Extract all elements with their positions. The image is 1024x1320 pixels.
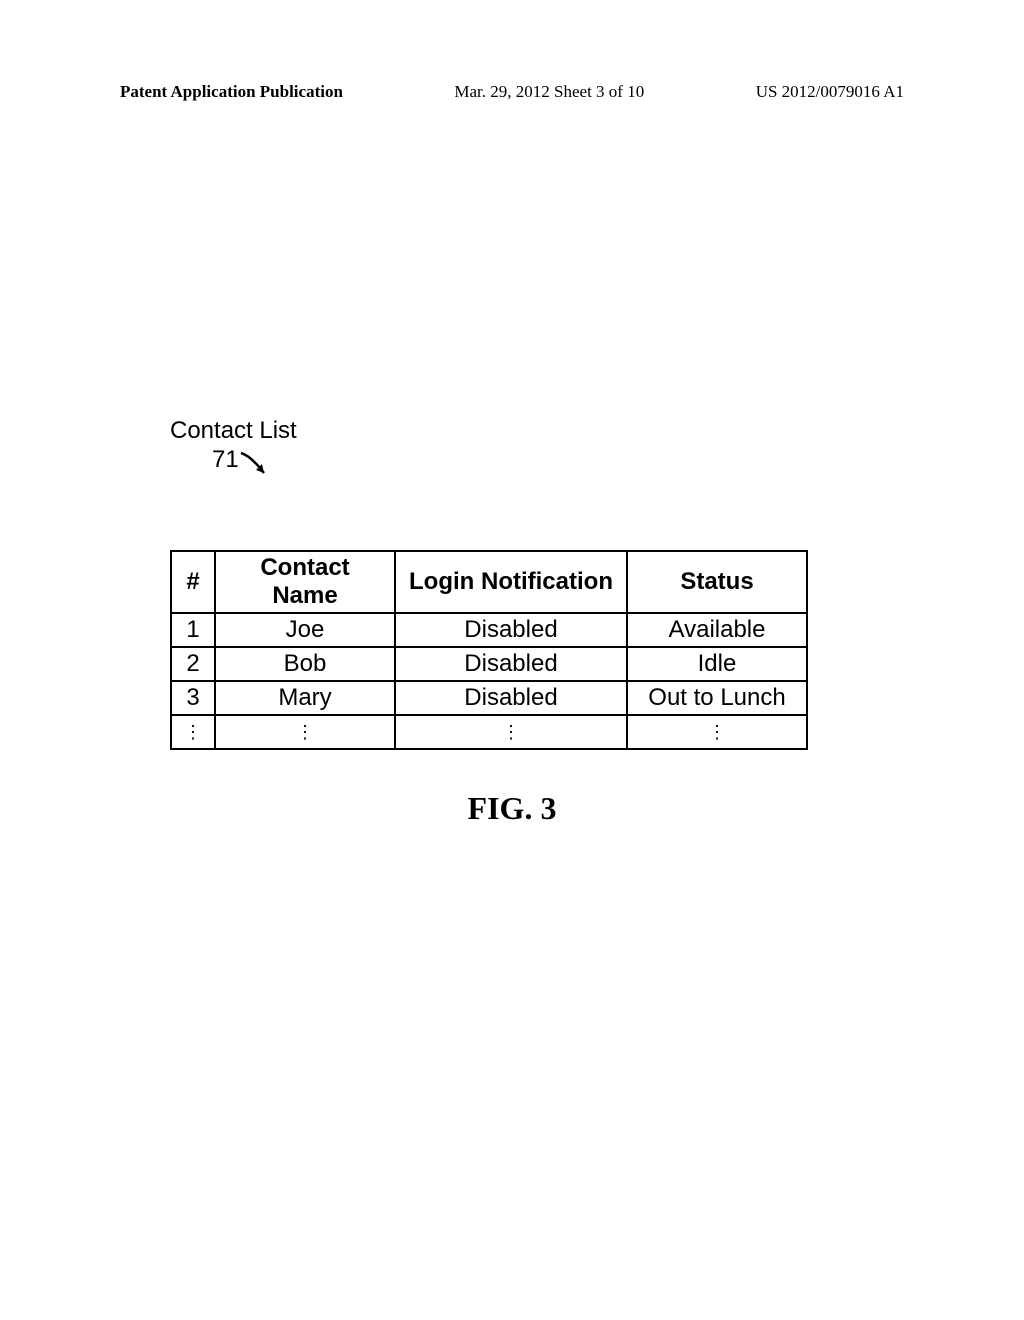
figure-label: FIG. 3: [0, 790, 1024, 827]
cell-login-notif: Disabled: [395, 647, 627, 681]
cell-status: Out to Lunch: [627, 681, 807, 715]
header-left-text: Patent Application Publication: [120, 82, 343, 102]
contact-list-table: # Contact Name Login Notification Status…: [170, 550, 808, 750]
col-header-login-notif: Login Notification: [395, 551, 627, 613]
cell-login-notif: Disabled: [395, 613, 627, 647]
table-ellipsis-row: ⋮ ⋮ ⋮ ⋮: [171, 715, 807, 749]
reference-numeral: 71: [212, 446, 239, 474]
cell-ellipsis: ⋮: [171, 715, 215, 749]
cell-status: Idle: [627, 647, 807, 681]
table-row: 2 Bob Disabled Idle: [171, 647, 807, 681]
col-header-status: Status: [627, 551, 807, 613]
page-header: Patent Application Publication Mar. 29, …: [120, 82, 904, 102]
col-header-contact-name: Contact Name: [215, 551, 395, 613]
cell-ellipsis: ⋮: [627, 715, 807, 749]
table-row: 3 Mary Disabled Out to Lunch: [171, 681, 807, 715]
cell-contact-name: Joe: [215, 613, 395, 647]
header-right-text: US 2012/0079016 A1: [756, 82, 904, 102]
leadline-arrow-icon: [236, 448, 276, 488]
contact-list-title: Contact List: [170, 417, 297, 445]
table-header-row: # Contact Name Login Notification Status: [171, 551, 807, 613]
cell-ellipsis: ⋮: [215, 715, 395, 749]
cell-number: 1: [171, 613, 215, 647]
col-header-number: #: [171, 551, 215, 613]
table-row: 1 Joe Disabled Available: [171, 613, 807, 647]
cell-status: Available: [627, 613, 807, 647]
header-center-text: Mar. 29, 2012 Sheet 3 of 10: [343, 82, 756, 102]
cell-number: 2: [171, 647, 215, 681]
cell-contact-name: Mary: [215, 681, 395, 715]
cell-contact-name: Bob: [215, 647, 395, 681]
cell-ellipsis: ⋮: [395, 715, 627, 749]
cell-number: 3: [171, 681, 215, 715]
cell-login-notif: Disabled: [395, 681, 627, 715]
